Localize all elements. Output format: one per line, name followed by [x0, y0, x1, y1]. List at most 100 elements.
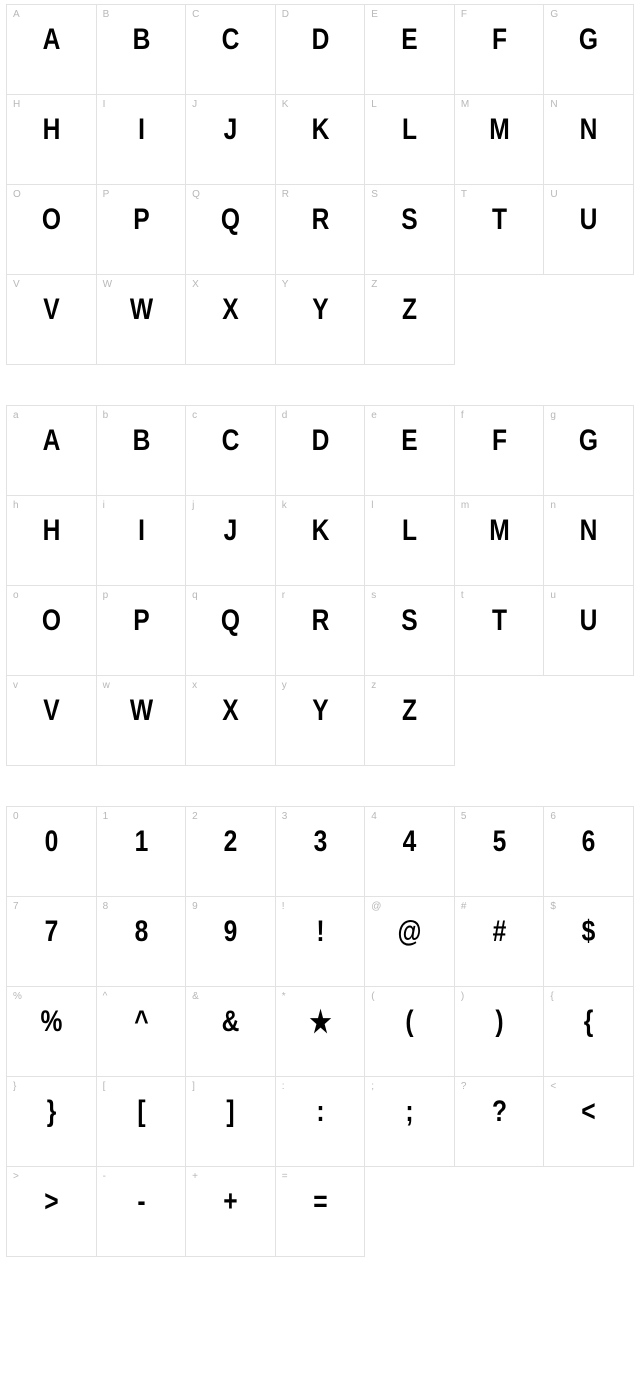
glyph-display: N [552, 514, 625, 548]
glyph-cell: NN [544, 95, 634, 185]
glyph-label: z [371, 680, 376, 691]
glyph-cell: yY [276, 676, 366, 766]
glyph-label: B [103, 9, 110, 20]
glyph-display: [ [105, 1095, 178, 1129]
glyph-cell: tT [455, 586, 545, 676]
glyph-cell: ]] [186, 1077, 276, 1167]
glyph-display: F [463, 23, 536, 57]
glyph-display: T [463, 604, 536, 638]
glyph-label: $ [550, 901, 556, 912]
glyph-cell: $$ [544, 897, 634, 987]
glyph-cell: FF [455, 5, 545, 95]
glyph-display: Q [194, 604, 267, 638]
glyph-display: H [15, 514, 88, 548]
glyph-cell: wW [97, 676, 187, 766]
glyph-display: 4 [373, 825, 446, 859]
glyph-cell: sS [365, 586, 455, 676]
glyph-cell: UU [544, 185, 634, 275]
charmap-section-lowercase: aAbBcCdDeEfFgGhHiIjJkKlLmMnNoOpPqQrRsStT… [6, 405, 634, 766]
glyph-cell: JJ [186, 95, 276, 185]
glyph-cell-empty [455, 1167, 545, 1257]
glyph-display: ★ [284, 1005, 357, 1040]
glyph-label: c [192, 410, 197, 421]
glyph-label: k [282, 500, 287, 511]
glyph-display: ] [194, 1095, 267, 1129]
glyph-display: B [105, 424, 178, 458]
glyph-label: r [282, 590, 286, 601]
glyph-cell: QQ [186, 185, 276, 275]
glyph-label: 7 [13, 901, 19, 912]
glyph-label: e [371, 410, 377, 421]
glyph-label: < [550, 1081, 556, 1092]
glyph-label: Y [282, 279, 289, 290]
glyph-cell: HH [7, 95, 97, 185]
glyph-display: I [105, 514, 178, 548]
glyph-label: X [192, 279, 199, 290]
glyph-label: ! [282, 901, 285, 912]
glyph-label: T [461, 189, 467, 200]
glyph-cell: !! [276, 897, 366, 987]
glyph-cell: LL [365, 95, 455, 185]
glyph-label: D [282, 9, 289, 20]
glyph-cell: 55 [455, 807, 545, 897]
glyph-cell: SS [365, 185, 455, 275]
glyph-display: N [552, 113, 625, 147]
glyph-cell: uU [544, 586, 634, 676]
glyph-display: W [105, 293, 178, 327]
glyph-display: K [284, 113, 357, 147]
glyph-cell: %% [7, 987, 97, 1077]
glyph-display: @ [373, 915, 446, 949]
glyph-label: E [371, 9, 378, 20]
glyph-cell: aA [7, 406, 97, 496]
glyph-label: ] [192, 1081, 195, 1092]
glyph-label: G [550, 9, 558, 20]
glyph-label: S [371, 189, 378, 200]
glyph-cell: ZZ [365, 275, 455, 365]
glyph-label: ? [461, 1081, 467, 1092]
glyph-display: M [463, 113, 536, 147]
glyph-label: } [13, 1081, 17, 1092]
glyph-cell: lL [365, 496, 455, 586]
glyph-cell-empty [455, 275, 545, 365]
glyph-display: } [15, 1095, 88, 1129]
glyph-label: 2 [192, 811, 198, 822]
glyph-label: n [550, 500, 556, 511]
glyph-label: t [461, 590, 464, 601]
glyph-label: m [461, 500, 470, 511]
glyph-label: 6 [550, 811, 556, 822]
charmap-section-uppercase: AABBCCDDEEFFGGHHIIJJKKLLMMNNOOPPQQRRSSTT… [6, 4, 634, 365]
glyph-label: R [282, 189, 289, 200]
glyph-cell: ?? [455, 1077, 545, 1167]
glyph-label: 9 [192, 901, 198, 912]
glyph-label: N [550, 99, 557, 110]
glyph-cell: xX [186, 676, 276, 766]
glyph-label: @ [371, 901, 381, 912]
glyph-cell: @@ [365, 897, 455, 987]
glyph-cell-empty [544, 1167, 634, 1257]
glyph-cell: ^^ [97, 987, 187, 1077]
glyph-cell: CC [186, 5, 276, 95]
glyph-label: w [103, 680, 110, 691]
glyph-display: S [373, 203, 446, 237]
glyph-display: J [194, 113, 267, 147]
glyph-cell: kK [276, 496, 366, 586]
glyph-display: X [194, 694, 267, 728]
glyph-display: $ [552, 915, 625, 949]
glyph-display: 3 [284, 825, 357, 859]
glyph-label: C [192, 9, 199, 20]
glyph-cell: vV [7, 676, 97, 766]
glyph-label: y [282, 680, 287, 691]
glyph-display: ( [373, 1005, 446, 1039]
glyph-display: + [194, 1185, 267, 1219]
glyph-display: # [463, 915, 536, 949]
glyph-cell: TT [455, 185, 545, 275]
glyph-display: F [463, 424, 536, 458]
glyph-cell: oO [7, 586, 97, 676]
glyph-display: G [552, 23, 625, 57]
glyph-display: ! [284, 915, 357, 949]
glyph-label: : [282, 1081, 285, 1092]
glyph-label: 4 [371, 811, 377, 822]
glyph-display: 5 [463, 825, 536, 859]
glyph-label: # [461, 901, 467, 912]
glyph-cell: ## [455, 897, 545, 987]
